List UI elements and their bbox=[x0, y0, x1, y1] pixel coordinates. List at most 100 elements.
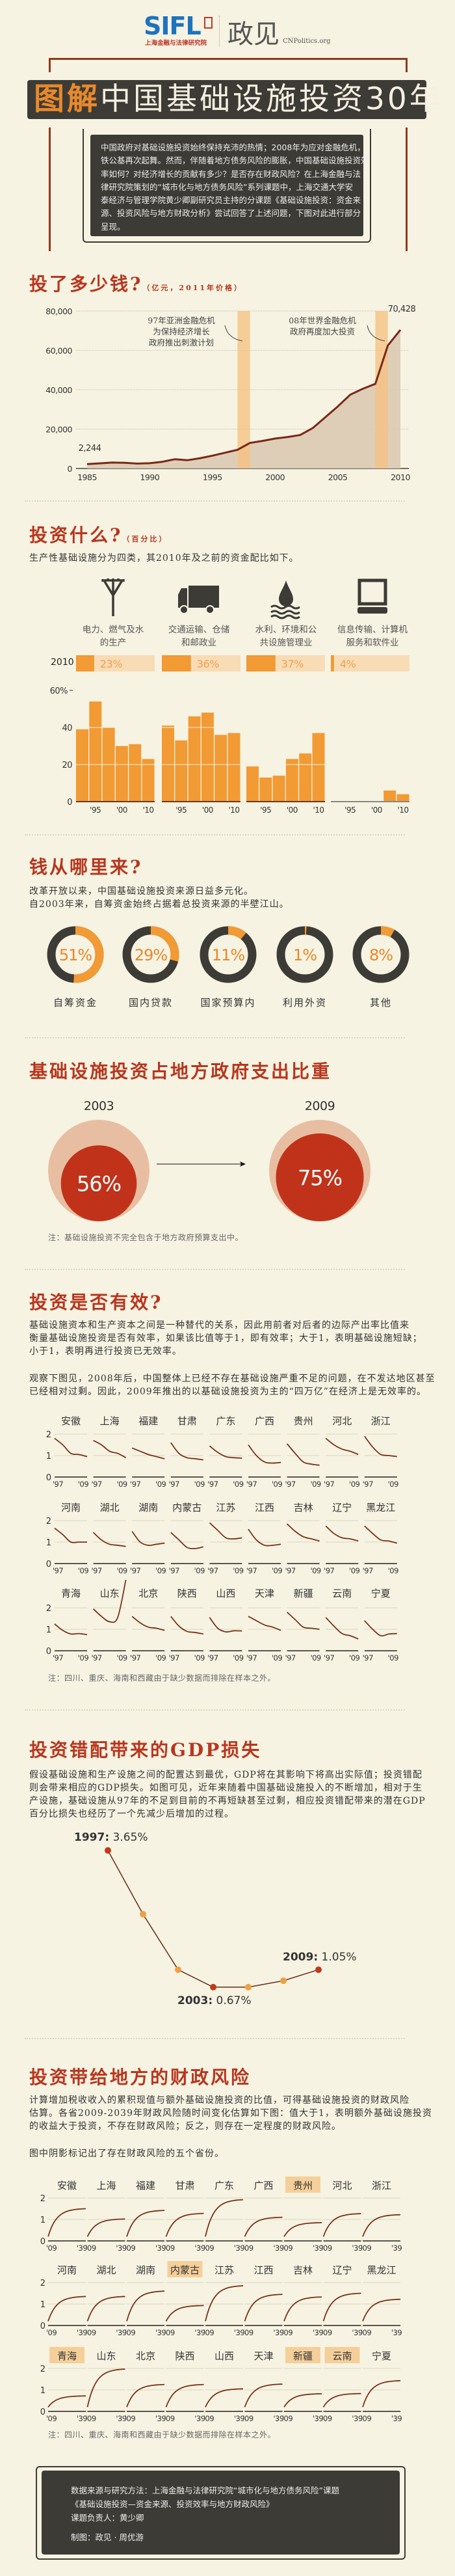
x-tick-label: '09 bbox=[349, 1480, 359, 1489]
credits-line: 课题负责人：黄少卿 bbox=[71, 2513, 144, 2523]
x-tick-label: '97 bbox=[169, 1480, 179, 1489]
province-line bbox=[47, 2208, 86, 2237]
donut-slice bbox=[47, 926, 104, 983]
x-tick-label: '09 bbox=[272, 1480, 282, 1489]
y-tick-label: 2 bbox=[40, 2365, 46, 2374]
share-value: 37% bbox=[281, 658, 304, 670]
bar bbox=[246, 766, 259, 802]
annotation-line: 政府再度加大投资 bbox=[289, 327, 355, 336]
province-line bbox=[248, 1444, 281, 1464]
province-line bbox=[205, 2285, 244, 2322]
section-efficiency-note: 注：四川、重庆、海南和西藏由于缺少数据而排除在样本之外。 bbox=[48, 1674, 276, 1683]
x-tick-label: '95 bbox=[260, 806, 271, 815]
y-tick-label: 0 bbox=[46, 1473, 51, 1483]
province-line bbox=[131, 1530, 165, 1546]
annotation-line: 政府推出刺激计划 bbox=[148, 338, 214, 347]
donut-label: 国内贷款 bbox=[129, 997, 173, 1009]
category-label-line: 共设施管理业 bbox=[259, 638, 313, 648]
section-divider bbox=[25, 1709, 405, 1711]
province-label: 河北 bbox=[332, 1415, 352, 1427]
x-tick-label: '09 bbox=[388, 1566, 398, 1575]
annotation-leader bbox=[224, 325, 243, 342]
x-tick-label: '10 bbox=[397, 806, 408, 815]
year-label: 2003 bbox=[84, 1099, 114, 1113]
province-line bbox=[47, 2296, 86, 2322]
gdp-label-1997: 1997: 3.65% bbox=[74, 1831, 148, 1844]
province-label: 广西 bbox=[255, 1415, 274, 1427]
y-tick-label: 0 bbox=[67, 798, 72, 807]
province-line bbox=[325, 1525, 359, 1542]
category-label: 信息传输、计算机 服务和软件业 bbox=[337, 623, 408, 649]
section-share-heading: 基础设施投资占地方政府支出比重 bbox=[29, 1061, 332, 1082]
x-tick-label: '00 bbox=[116, 806, 127, 815]
x-tick-label: '09 bbox=[203, 2244, 214, 2253]
y-tick-label: 1 bbox=[40, 2300, 46, 2310]
province-line bbox=[205, 2199, 244, 2237]
section-fiscal-note: 注：四川、重庆、海南和西藏由于缺少数据而排除在样本之外。 bbox=[48, 2430, 276, 2439]
x-tick-label: '39 bbox=[155, 2328, 166, 2337]
province-line bbox=[92, 1579, 127, 1623]
province-label: 浙江 bbox=[371, 1415, 391, 1427]
x-tick-label: '97 bbox=[363, 1480, 373, 1489]
x-tick-label: '97 bbox=[130, 1566, 140, 1575]
donut-label: 国家预算内 bbox=[200, 997, 255, 1009]
category-label-line: 服务和软件业 bbox=[346, 638, 399, 648]
annotation-2008-crisis: 08年世界金融危机 政府再度加大投资 bbox=[289, 315, 356, 337]
y-tick-label: 0 bbox=[46, 1647, 51, 1657]
x-tick-label: '39 bbox=[77, 2328, 87, 2337]
province-line bbox=[286, 1443, 320, 1466]
province-label: 陕西 bbox=[177, 1588, 197, 1599]
gdp-point-labeled bbox=[105, 1847, 111, 1854]
x-tick-label: '97 bbox=[246, 1653, 257, 1662]
province-label: 河南 bbox=[57, 2264, 77, 2276]
x-tick-label: '09 bbox=[78, 1566, 88, 1575]
bar bbox=[214, 735, 228, 802]
province-line bbox=[209, 1522, 242, 1540]
x-tick-label: '09 bbox=[155, 1566, 166, 1575]
credits-inner bbox=[42, 2471, 400, 2555]
annotation-line: 为保持经济增长 bbox=[153, 327, 210, 336]
risk-highlight bbox=[167, 2261, 203, 2277]
province-label: 内蒙古 bbox=[170, 2264, 200, 2276]
x-tick-label: '09 bbox=[282, 2328, 292, 2337]
share-value: 36% bbox=[197, 658, 219, 670]
province-label: 北京 bbox=[138, 1588, 158, 1599]
x-tick-label: '09 bbox=[125, 2328, 135, 2337]
bar bbox=[259, 777, 272, 802]
province-label: 山西 bbox=[216, 1588, 235, 1599]
x-tick-label: '97 bbox=[324, 1653, 334, 1662]
x-tick-label: '09 bbox=[194, 1653, 205, 1662]
province-line bbox=[362, 2214, 401, 2237]
bar bbox=[175, 740, 188, 802]
x-tick-label: '10 bbox=[313, 806, 324, 815]
annotation-line: 97年亚洲金融危机 bbox=[148, 316, 215, 325]
y-tick-label: 2 bbox=[46, 1604, 51, 1614]
province-line bbox=[325, 1617, 359, 1640]
x-tick-label: '09 bbox=[388, 1480, 398, 1489]
bar bbox=[384, 790, 396, 802]
y-tick-label: 0 bbox=[40, 2322, 46, 2331]
bar bbox=[188, 716, 201, 802]
x-tick-label: 1990 bbox=[140, 472, 159, 482]
y-tick-label: 0 bbox=[40, 2237, 46, 2247]
truck-cab bbox=[178, 588, 187, 608]
x-tick-label: '00 bbox=[371, 806, 382, 815]
province-line bbox=[92, 1532, 126, 1547]
province-label: 甘肃 bbox=[175, 2180, 194, 2191]
para-line: 产设施，基础设施从97年的不足到目前的不再短缺甚至过剩，相应投资错配带来的潜在G… bbox=[29, 1796, 426, 1806]
y-tick-label: 20 bbox=[62, 761, 72, 770]
province-label: 山东 bbox=[100, 1588, 120, 1599]
share-year-label: 2010 bbox=[51, 657, 74, 668]
bar bbox=[312, 733, 325, 802]
province-label: 河北 bbox=[332, 2180, 352, 2191]
donut-value: 1% bbox=[293, 946, 317, 964]
x-tick-label: '97 bbox=[363, 1566, 373, 1575]
section-fiscal-heading: 投资带给地方的财政风险 bbox=[29, 2067, 252, 2088]
computer-icon bbox=[358, 578, 387, 614]
section-share-note: 注：基础设施投资不完全包含于地方政府预算支出中。 bbox=[48, 1233, 244, 1242]
province-label: 新疆 bbox=[294, 1588, 313, 1599]
wave bbox=[270, 604, 300, 610]
province-line bbox=[364, 1620, 397, 1637]
province-label: 湖北 bbox=[96, 2264, 116, 2276]
bar bbox=[142, 759, 155, 802]
